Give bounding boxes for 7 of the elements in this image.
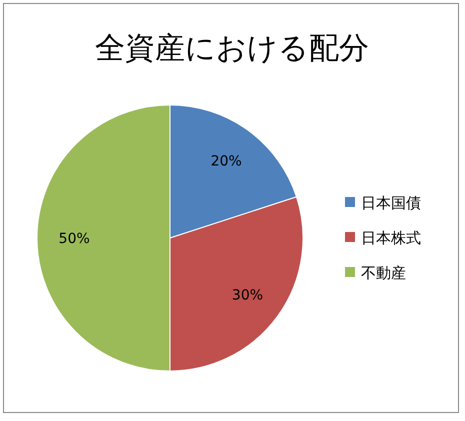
legend-label: 日本国債 [361, 194, 421, 212]
data-label: 30% [232, 287, 264, 304]
chart-title: 全資産における配分 [95, 31, 369, 66]
legend-label: 不動産 [361, 264, 406, 282]
data-label: 50% [58, 231, 90, 247]
legend-label: 日本株式 [361, 229, 421, 247]
data-label: 20% [210, 154, 242, 170]
